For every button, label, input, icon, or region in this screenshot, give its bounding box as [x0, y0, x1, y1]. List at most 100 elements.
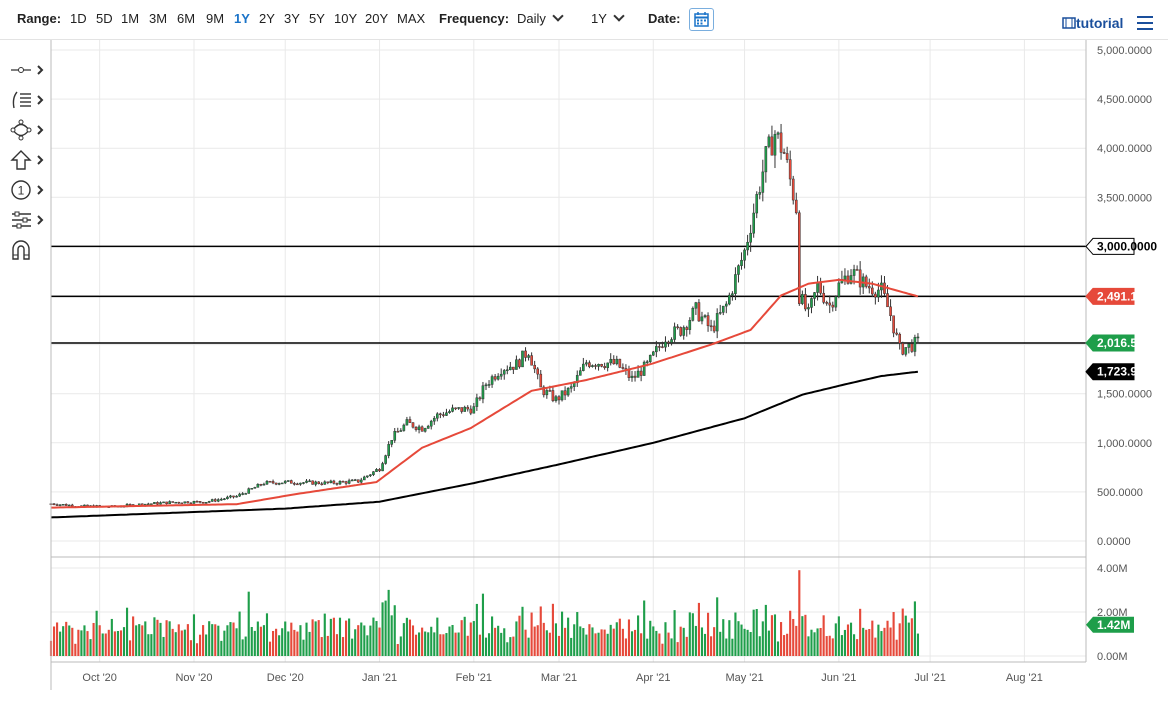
candle-body: [439, 413, 442, 416]
volume-bar: [737, 621, 740, 656]
volume-bar: [570, 637, 573, 656]
candle-body: [253, 487, 257, 489]
volume-bar: [296, 631, 299, 656]
candle-body: [700, 316, 704, 322]
settings-tool-icon: [12, 211, 44, 229]
volume-bar: [837, 616, 840, 656]
volume-bar: [567, 617, 570, 656]
range-button-1y[interactable]: 1Y: [234, 11, 250, 26]
range-button-3m[interactable]: 3M: [149, 11, 168, 26]
menu-button[interactable]: [1137, 16, 1153, 30]
range-button-3y[interactable]: 3Y: [284, 11, 300, 26]
line-tool-button[interactable]: [8, 58, 48, 82]
candle-body: [232, 495, 235, 498]
candle-body: [588, 362, 591, 367]
candle-body: [387, 444, 390, 456]
x-tick-label: Jun '21: [821, 672, 856, 684]
volume-bar: [874, 637, 877, 656]
candle-body: [375, 469, 378, 472]
settings-tool-button[interactable]: [8, 208, 48, 232]
volume-bar: [271, 630, 275, 656]
volume-bar: [728, 620, 731, 656]
volume-bar: [557, 635, 561, 656]
x-tick-label: Jul '21: [914, 672, 945, 684]
volume-bar: [125, 607, 129, 656]
candle-body: [709, 325, 713, 328]
volume-bar: [694, 625, 697, 656]
volume-bar: [667, 632, 670, 656]
candle-body: [469, 408, 473, 414]
volume-bar: [436, 617, 439, 656]
range-button-20y[interactable]: 20Y: [365, 11, 389, 26]
candle-body: [582, 363, 585, 371]
volume-bar: [633, 629, 637, 656]
candle-body: [734, 274, 737, 294]
y-tick-label: 1,000.0000: [1097, 438, 1152, 450]
period-select[interactable]: 1Y: [591, 10, 625, 26]
range-button-10y[interactable]: 10Y: [334, 11, 358, 26]
range-button-9m[interactable]: 9M: [206, 11, 225, 26]
range-button-6m[interactable]: 6M: [177, 11, 196, 26]
date-label: Date:: [648, 11, 681, 26]
candle-body: [344, 481, 348, 484]
volume-bar: [588, 624, 591, 656]
candle-body: [804, 294, 807, 310]
range-button-5y[interactable]: 5Y: [309, 11, 325, 26]
candle-body: [715, 313, 719, 332]
candle-body: [174, 501, 178, 504]
magnet-tool-button[interactable]: [8, 238, 48, 262]
tutorial-link[interactable]: tutorial: [1062, 15, 1123, 31]
candle-body: [436, 413, 439, 419]
volume-bar: [202, 625, 205, 656]
volume-bar: [104, 633, 107, 656]
candle-body: [478, 397, 482, 400]
range-button-1d[interactable]: 1D: [70, 11, 87, 26]
shape-tool-button[interactable]: [8, 118, 48, 142]
frequency-select[interactable]: Daily: [517, 10, 564, 26]
candle-body: [782, 152, 786, 154]
fibonacci-tool-button[interactable]: [8, 88, 48, 112]
candle-body: [807, 307, 810, 310]
candle-body: [712, 325, 716, 332]
volume-bar: [98, 625, 101, 656]
candle-body: [773, 134, 777, 156]
candle-body: [746, 241, 749, 251]
volume-bar: [268, 641, 272, 656]
candle-body: [752, 212, 755, 234]
volume-bar: [162, 636, 165, 656]
number-marker-button[interactable]: 1: [8, 178, 48, 202]
range-button-1m[interactable]: 1M: [121, 11, 140, 26]
volume-bar: [752, 609, 755, 656]
candle-body: [502, 370, 506, 375]
date-picker-button[interactable]: [689, 8, 714, 31]
volume-bar: [56, 622, 59, 656]
range-button-max[interactable]: MAX: [397, 11, 426, 26]
candle-body: [314, 481, 317, 485]
candle-body: [788, 159, 792, 180]
volume-bar: [411, 625, 415, 656]
candle-body: [210, 499, 214, 502]
candle-body: [591, 365, 594, 367]
period-value: 1Y: [591, 11, 607, 26]
candle-body: [837, 282, 841, 297]
candle-body: [600, 364, 603, 367]
arrow-tool-button[interactable]: [8, 148, 48, 172]
candle-body: [299, 482, 302, 485]
volume-bar: [302, 639, 305, 656]
volume-bar: [515, 621, 518, 656]
volume-bar: [119, 630, 123, 656]
volume-bar: [603, 629, 606, 656]
candle-body: [329, 480, 333, 483]
range-button-2y[interactable]: 2Y: [259, 11, 275, 26]
volume-bar: [731, 638, 734, 656]
volume-bar: [86, 631, 89, 656]
range-button-5d[interactable]: 5D: [96, 11, 113, 26]
candle-body: [496, 375, 500, 380]
volume-bar: [305, 622, 308, 656]
candle-body: [706, 315, 710, 327]
candle-body: [877, 289, 880, 298]
candle-body: [655, 346, 658, 353]
candle-body: [393, 431, 397, 441]
volume-bar: [512, 636, 515, 656]
